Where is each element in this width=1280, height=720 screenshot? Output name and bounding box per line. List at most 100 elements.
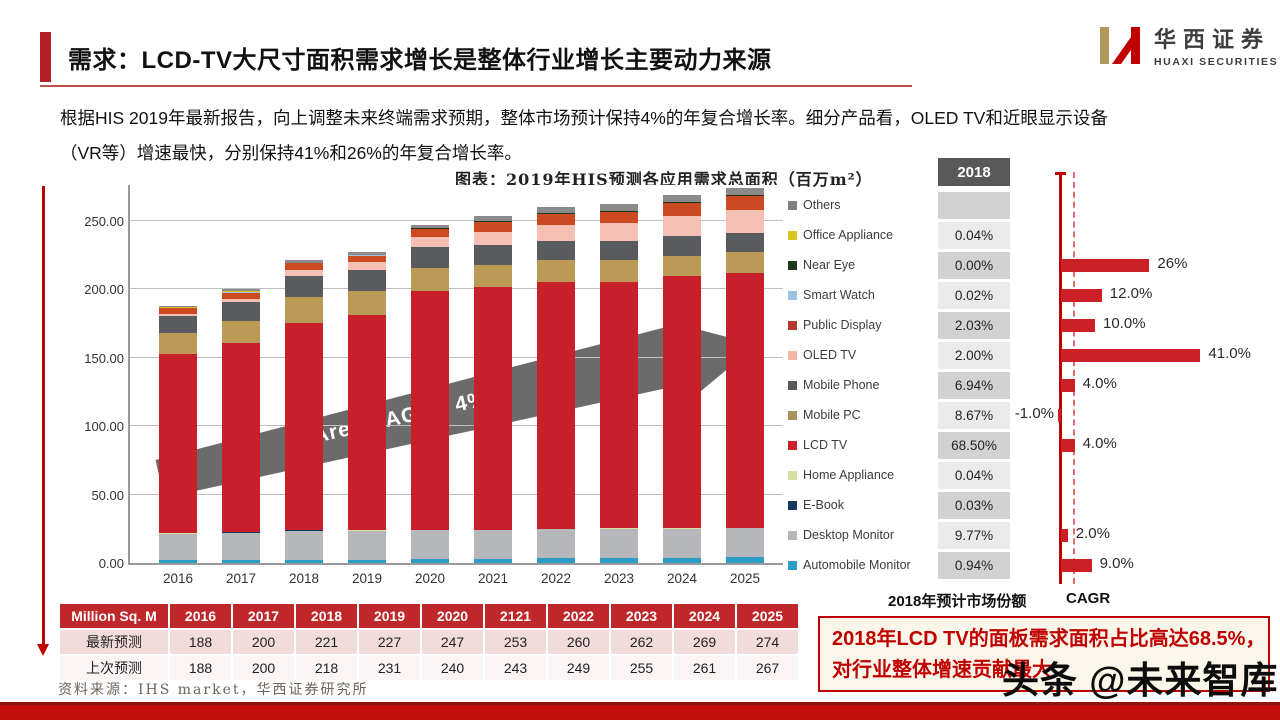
cagr-value-label: -1.0%: [1014, 405, 1054, 422]
bar-segment-lcd-tv: [600, 281, 638, 529]
bar-segment-oled-tv: [537, 224, 575, 241]
table-cell: 260: [548, 630, 609, 654]
intro-paragraph: 根据HIS 2019年最新报告，向上调整未来终端需求预期，整体市场预计保持4%的…: [60, 101, 1230, 171]
bar-segment-others: [348, 252, 386, 255]
bar-segment-lcd-tv: [663, 276, 701, 529]
bar-segment-others: [159, 305, 197, 307]
huaxi-logo-icon: [1100, 27, 1140, 64]
page-title: 需求：LCD-TV大尺寸面积需求增长是整体行业增长主要动力来源: [68, 47, 772, 74]
cagr-bar: [1061, 378, 1075, 392]
bar-segment-automobile-monitor: [537, 558, 575, 563]
table-cell: 240: [422, 656, 483, 680]
cagr-row: 4.0%: [1040, 430, 1280, 460]
y-axis-tick-label: 150.00: [84, 350, 124, 366]
callout-line-1: 2018年LCD TV的面板需求面积占比高达68.5%，: [832, 628, 1266, 650]
cagr-value-label: 4.0%: [1082, 435, 1117, 452]
table-header-year: 2020: [422, 604, 483, 628]
bar-segment-desktop-monitor: [537, 529, 575, 559]
table-cell: 247: [422, 630, 483, 654]
y-axis-tick-label: 0.00: [98, 556, 124, 571]
cagr-bar: [1057, 408, 1061, 422]
share-row: 8.67%: [938, 400, 1010, 430]
bar-segment-desktop-monitor: [285, 530, 323, 561]
x-axis-tick-label: 2020: [414, 571, 446, 586]
bar-segment-public-display: [663, 202, 701, 216]
legend-swatch: [788, 260, 797, 270]
table-cell: 227: [359, 630, 420, 654]
bar-segment-mobile-phone: [537, 240, 575, 261]
legend-swatch: [788, 440, 797, 450]
bar-segment-automobile-monitor: [663, 557, 701, 563]
cagr-axis-line: [1055, 172, 1065, 584]
table-header-year: 2121: [485, 604, 546, 628]
cagr-value-label: 41.0%: [1208, 345, 1251, 362]
share-row: [938, 190, 1010, 220]
cagr-row: [1040, 220, 1280, 250]
stacked-bar-chart: Area CAGR：4% 0.00 50.00 100.00 150.00 200.00…: [84, 185, 783, 586]
bar-segment-mobile-pc: [348, 290, 386, 316]
callout-box: 2018年LCD TV的面板需求面积占比高达68.5%， 对行业整体增速贡献最大: [818, 616, 1270, 692]
bar-segment-near-eye: [600, 210, 638, 212]
share-row: 0.00%: [938, 250, 1010, 280]
bar-segment-lcd-tv: [726, 272, 764, 528]
legend-label: Mobile PC: [803, 408, 861, 422]
gridline: [130, 288, 783, 289]
bar-segment-mobile-pc: [411, 267, 449, 292]
bar-segment-mobile-phone: [663, 236, 701, 256]
bar-segment-mobile-phone: [285, 275, 323, 297]
x-axis-tick-label: 2024: [666, 571, 698, 586]
table-cell: 269: [674, 630, 735, 654]
legend-item: Public Display: [788, 310, 936, 340]
cagr-row: 26%: [1040, 250, 1280, 280]
bar-segment-mobile-pc: [726, 252, 764, 273]
bar-segment-desktop-monitor: [348, 530, 386, 560]
legend-item: Home Appliance: [788, 460, 936, 490]
table-header-year: 2023: [611, 604, 672, 628]
x-axis-tick-label: 2021: [477, 571, 509, 586]
cagr-bar: [1061, 528, 1068, 542]
share-cell: 0.03%: [938, 491, 1010, 519]
table-header-year: 2016: [170, 604, 231, 628]
share-cell: 0.02%: [938, 281, 1010, 309]
stacked-bar: [285, 260, 323, 563]
bar-segment-lcd-tv: [159, 353, 197, 534]
table-cell: 262: [611, 630, 672, 654]
share-row: 0.02%: [938, 280, 1010, 310]
bar-segment-mobile-pc: [537, 260, 575, 283]
legend-item: Mobile Phone: [788, 370, 936, 400]
legend-swatch: [788, 410, 797, 420]
x-axis-tick-label: 2022: [540, 571, 572, 586]
table-cell: 267: [737, 656, 798, 680]
table-header-year: 2025: [737, 604, 798, 628]
legend-label: Mobile Phone: [803, 378, 880, 392]
share-row: 68.50%: [938, 430, 1010, 460]
cagr-bar: [1061, 318, 1095, 332]
bar-segment-mobile-phone: [222, 301, 260, 322]
bar-segment-public-display: [726, 196, 764, 211]
bar-segment-office-appliance: [159, 306, 197, 308]
x-axis-tick-label: 2017: [225, 571, 257, 586]
table-header-year: 2024: [674, 604, 735, 628]
table-cell: 218: [296, 656, 357, 680]
bar-segment-public-display: [222, 292, 260, 299]
bar-segment-mobile-pc: [600, 260, 638, 282]
bar-segment-lcd-tv: [474, 287, 512, 530]
bar-segment-public-display: [411, 228, 449, 238]
table-cell: 231: [359, 656, 420, 680]
bar-segment-mobile-phone: [348, 270, 386, 291]
logo-text-en: HUAXI SECURITIES: [1154, 56, 1279, 68]
bar-segment-oled-tv: [159, 313, 197, 316]
share-cell: 0.94%: [938, 551, 1010, 579]
legend-item: Smart Watch: [788, 280, 936, 310]
cagr-row: 10.0%: [1040, 310, 1280, 340]
share-row: 2.03%: [938, 310, 1010, 340]
stacked-bar: [474, 216, 512, 563]
cagr-dashed-line: [1073, 172, 1075, 584]
share-row: 0.94%: [938, 550, 1010, 580]
bar-segment-others: [411, 224, 449, 229]
stacked-bar: [663, 194, 701, 563]
bar-segment-mobile-pc: [222, 321, 260, 344]
intro-line-1: 根据HIS 2019年最新报告，向上调整未来终端需求预期，整体市场预计保持4%的…: [60, 108, 1108, 128]
cagr-bar: [1061, 438, 1075, 452]
table-cell: 255: [611, 656, 672, 680]
